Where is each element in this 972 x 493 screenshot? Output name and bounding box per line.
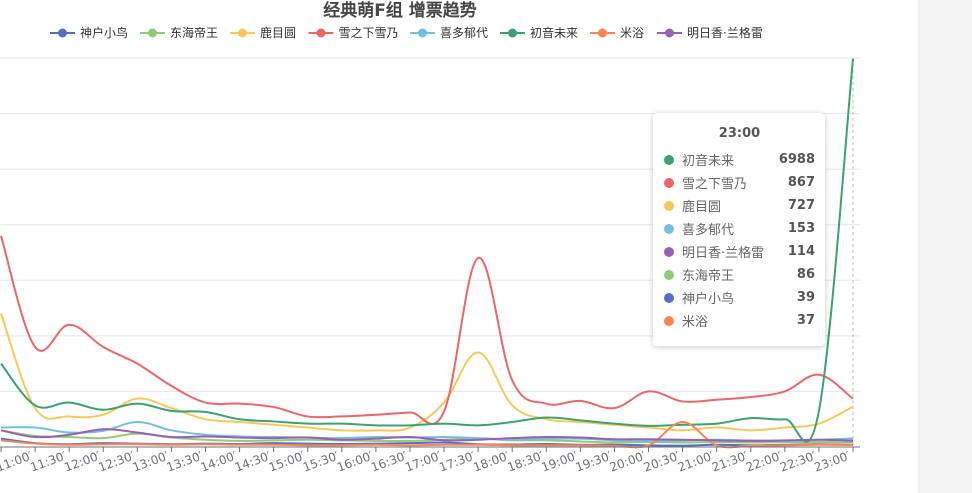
tooltip-row: 神户小鸟 39 xyxy=(664,286,815,309)
legend-item[interactable]: 鹿目圆 xyxy=(230,25,296,40)
legend-item[interactable]: 初音未来 xyxy=(500,25,578,40)
tooltip-series-name: 明日香·兰格雷 xyxy=(682,246,765,261)
series-dot-icon xyxy=(664,223,674,234)
series-dot-icon xyxy=(664,292,674,303)
series-line xyxy=(0,235,854,425)
tooltip: 23:00 初音未来 6988 雪之下雪乃 867 鹿目圆 727 喜多郁代 153 明日香·兰… xyxy=(653,113,825,346)
x-axis: 10:30′11:00′11:30′12:00′12:30′13:00′13:3… xyxy=(0,446,860,475)
tooltip-series-name: 神户小鸟 xyxy=(682,292,735,307)
legend-item[interactable]: 东海帝王 xyxy=(140,25,218,40)
series-dot-icon xyxy=(664,315,674,326)
legend-item[interactable]: 明日香·兰格雷 xyxy=(657,25,763,40)
tooltip-series-value: 86 xyxy=(796,267,815,282)
tooltip-series-value: 114 xyxy=(787,244,815,259)
series-dot-icon xyxy=(664,269,674,280)
legend-label: 东海帝王 xyxy=(170,25,218,40)
tooltip-row: 初音未来 6988 xyxy=(664,148,815,171)
legend-label: 神户小鸟 xyxy=(80,25,128,40)
tooltip-rows: 初音未来 6988 雪之下雪乃 867 鹿目圆 727 喜多郁代 153 明日香·兰格雷 114 东… xyxy=(664,148,815,332)
legend-item[interactable]: 米浴 xyxy=(590,26,644,40)
tooltip-series-name: 鹿目圆 xyxy=(682,200,722,215)
legend-item[interactable]: 雪之下雪乃 xyxy=(308,26,399,40)
tooltip-title: 23:00 xyxy=(718,126,761,141)
series-line xyxy=(0,58,854,443)
tooltip-series-name: 喜多郁代 xyxy=(682,223,735,238)
series-dot-icon xyxy=(664,177,674,188)
tooltip-series-value: 6988 xyxy=(778,152,815,167)
legend-item[interactable]: 喜多郁代 xyxy=(410,25,488,40)
tooltip-series-name: 东海帝王 xyxy=(682,269,735,284)
tooltip-series-name: 米浴 xyxy=(682,315,709,330)
legend-marker-icon xyxy=(418,28,427,38)
side-panel xyxy=(918,0,972,493)
tooltip-row: 明日香·兰格雷 114 xyxy=(664,240,815,263)
legend-marker-icon xyxy=(508,28,517,38)
legend-marker-icon xyxy=(665,28,674,38)
legend-label: 米浴 xyxy=(620,26,644,40)
tooltip-row: 东海帝王 86 xyxy=(664,263,815,286)
legend-marker-icon xyxy=(598,28,607,38)
legend-label: 明日香·兰格雷 xyxy=(687,25,763,40)
tooltip-row: 雪之下雪乃 867 xyxy=(664,171,815,194)
tooltip-row: 米浴 37 xyxy=(664,309,815,332)
series-line xyxy=(0,428,854,442)
tooltip-series-value: 153 xyxy=(787,221,815,236)
x-tick-label: 23:00′ xyxy=(812,449,852,475)
legend-label: 初音未来 xyxy=(530,25,578,40)
series-dot-icon xyxy=(664,154,674,165)
series-dot-icon xyxy=(664,246,674,257)
tooltip-row: 鹿目圆 727 xyxy=(664,194,815,217)
tooltip-series-name: 雪之下雪乃 xyxy=(682,177,748,192)
tooltip-series-value: 727 xyxy=(787,198,815,213)
tooltip-series-value: 867 xyxy=(787,175,815,190)
legend-marker-icon xyxy=(148,28,157,38)
series-lines xyxy=(0,58,854,449)
legend-label: 雪之下雪乃 xyxy=(339,26,399,40)
tooltip-row: 喜多郁代 153 xyxy=(664,217,815,240)
series-dot-icon xyxy=(664,200,674,211)
legend-item[interactable]: 神户小鸟 xyxy=(50,25,128,40)
tooltip-series-name: 初音未来 xyxy=(682,154,735,169)
tooltip-series-value: 39 xyxy=(796,290,815,305)
legend-marker-icon xyxy=(58,28,67,38)
tooltip-series-value: 37 xyxy=(796,313,815,328)
chart-title: 经典萌F组 增票趋势 xyxy=(323,0,477,21)
legend: 神户小鸟 东海帝王 鹿目圆 雪之下雪乃 喜多郁代 初音未来 米浴 明日香·兰格雷 xyxy=(50,25,763,40)
legend-label: 喜多郁代 xyxy=(440,25,488,40)
series-line xyxy=(0,420,854,449)
legend-label: 鹿目圆 xyxy=(260,25,296,40)
legend-marker-icon xyxy=(238,28,247,38)
legend-marker-icon xyxy=(316,28,326,38)
